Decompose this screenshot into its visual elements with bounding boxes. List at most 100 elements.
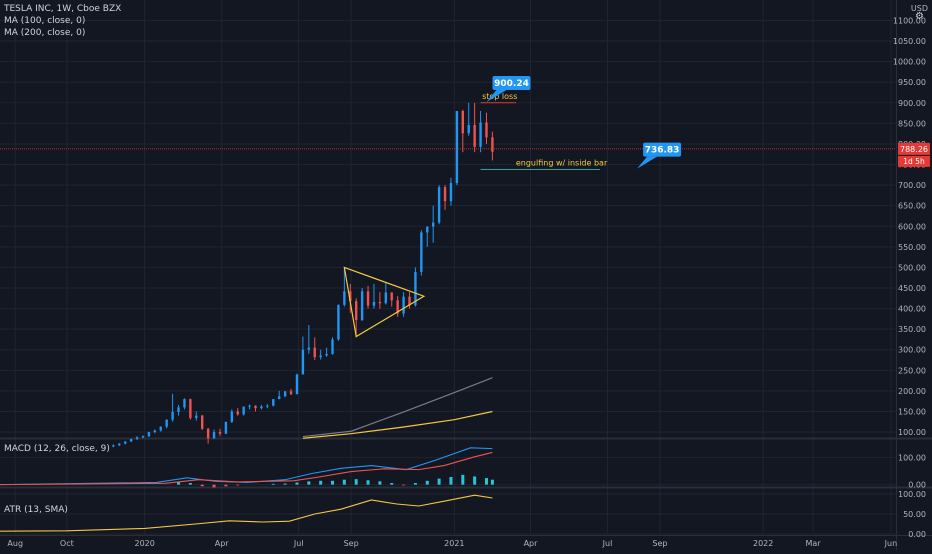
price-tick-label: 1100.00: [893, 16, 926, 25]
macd-histogram-bar: [449, 477, 453, 485]
macd-histogram-bar: [307, 481, 311, 485]
macd-histogram-bar: [224, 484, 228, 487]
price-tick-label: 150.00: [898, 407, 926, 416]
candle-body: [307, 347, 311, 350]
price-tick-label: 250.00: [898, 366, 926, 375]
moving-average-line: [302, 410, 493, 439]
candle-body: [165, 419, 168, 427]
candle-body: [177, 407, 180, 412]
macd-histogram-bar: [390, 483, 394, 485]
candle-body: [325, 353, 328, 356]
candle-body: [337, 304, 340, 340]
price-tick-label: 600.00: [898, 222, 926, 231]
candle-body: [147, 432, 151, 437]
candle-body: [289, 391, 293, 395]
candle-body: [283, 391, 287, 397]
candle-body: [124, 441, 127, 444]
candle-body: [260, 406, 263, 409]
macd-histogram-bar: [437, 478, 441, 485]
candle-body: [461, 111, 465, 134]
currency-label: USD: [910, 4, 928, 13]
candle-body: [171, 411, 174, 420]
ma200-legend[interactable]: MA (200, close, 0): [4, 28, 86, 38]
price-tick-label: 950.00: [898, 78, 926, 87]
callout-label: 736.83: [645, 146, 680, 156]
macd-tick-label: 0.00: [908, 481, 926, 490]
candle-body: [473, 125, 476, 147]
symbol-legend[interactable]: TESLA INC, 1W, Cboe BZX: [4, 4, 122, 14]
candle-body: [455, 111, 459, 184]
macd-histogram-bar: [319, 480, 323, 485]
candle-body: [355, 301, 358, 321]
price-tick-label: 550.00: [898, 243, 926, 252]
time-tick-label: Mar: [806, 539, 822, 548]
candle-body: [437, 187, 441, 223]
time-tick-label: Jul: [602, 539, 613, 548]
candle-body: [360, 291, 364, 321]
candle-body: [212, 432, 216, 439]
candle-body: [112, 445, 115, 447]
candle-body: [343, 291, 346, 305]
macd-histogram-bar: [425, 480, 429, 485]
atr-tick-label: 50.00: [903, 510, 926, 519]
macd-histogram-bar: [402, 484, 406, 486]
price-tick-label: 200.00: [898, 387, 926, 396]
candle-body: [118, 443, 121, 446]
atr-legend[interactable]: ATR (13, SMA): [4, 505, 68, 515]
macd-tick-label: 100.00: [898, 453, 926, 462]
last-price-label: 788.26: [900, 145, 928, 154]
candle-body: [378, 301, 382, 304]
entry-label: engulfing w/ inside bar: [516, 158, 608, 167]
atr-line: [0, 494, 493, 532]
ma100-legend[interactable]: MA (100, close, 0): [4, 16, 86, 26]
moving-average-line: [302, 377, 493, 438]
candle-body: [206, 428, 210, 439]
macd-histogram-bar: [212, 484, 216, 488]
price-tick-label: 350.00: [898, 325, 926, 334]
gear-icon[interactable]: ⚙: [915, 11, 924, 22]
candle-body: [420, 232, 423, 272]
candle-body: [449, 183, 453, 202]
time-tick-label: Sep: [344, 539, 359, 548]
candle-body: [408, 296, 411, 306]
macd-histogram-bar: [200, 484, 204, 487]
price-tick-label: 850.00: [898, 119, 926, 128]
time-tick-label: 2020: [135, 539, 155, 548]
candle-body: [331, 339, 334, 354]
candle-body: [295, 374, 299, 395]
candle-body: [272, 399, 275, 406]
candle-body: [402, 296, 405, 314]
price-tick-label: 1000.00: [893, 58, 926, 67]
candle-body: [242, 406, 245, 415]
candle-body: [319, 355, 322, 358]
macd-histogram-bar: [490, 479, 494, 485]
time-tick-label: Jun: [884, 539, 898, 548]
callout-pointer: [637, 156, 658, 169]
macd-histogram-bar: [295, 482, 299, 485]
callout-pointer: [486, 89, 507, 102]
stop-loss-label: stop loss: [482, 92, 517, 101]
candle-body: [254, 405, 257, 409]
candle-body: [195, 415, 198, 419]
price-tick-label: 300.00: [898, 346, 926, 355]
price-tick-label: 1050.00: [893, 37, 926, 46]
macd-histogram-bar: [236, 484, 240, 486]
candle-body: [224, 421, 228, 434]
atr-tick-label: 0.00: [908, 530, 926, 539]
macd-histogram-bar: [413, 483, 417, 485]
candle-body: [366, 291, 370, 306]
candle-body: [230, 411, 234, 422]
triangle-pattern: [343, 266, 426, 338]
candle-body: [248, 405, 251, 407]
candle-body: [390, 292, 393, 301]
countdown-label: 1d 5h: [903, 157, 925, 166]
candle-body: [491, 137, 494, 152]
time-tick-label: Sep: [652, 539, 667, 548]
atr-tick-label: 100.00: [898, 490, 926, 499]
macd-legend[interactable]: MACD (12, 26, close, 9): [4, 444, 110, 454]
candle-body: [201, 415, 204, 429]
macd-histogram-bar: [342, 479, 346, 485]
time-tick-label: Aug: [7, 539, 23, 548]
